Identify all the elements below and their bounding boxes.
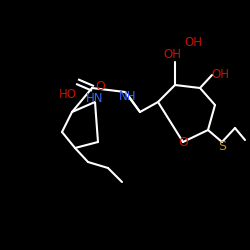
Text: O: O (95, 80, 105, 94)
Text: NH: NH (119, 90, 137, 104)
Text: OH: OH (184, 36, 202, 50)
Text: S: S (218, 140, 226, 153)
Text: OH: OH (211, 68, 229, 82)
Text: HN: HN (86, 92, 104, 104)
Text: OH: OH (163, 48, 181, 62)
Text: HO: HO (59, 88, 77, 102)
Text: O: O (178, 136, 188, 148)
